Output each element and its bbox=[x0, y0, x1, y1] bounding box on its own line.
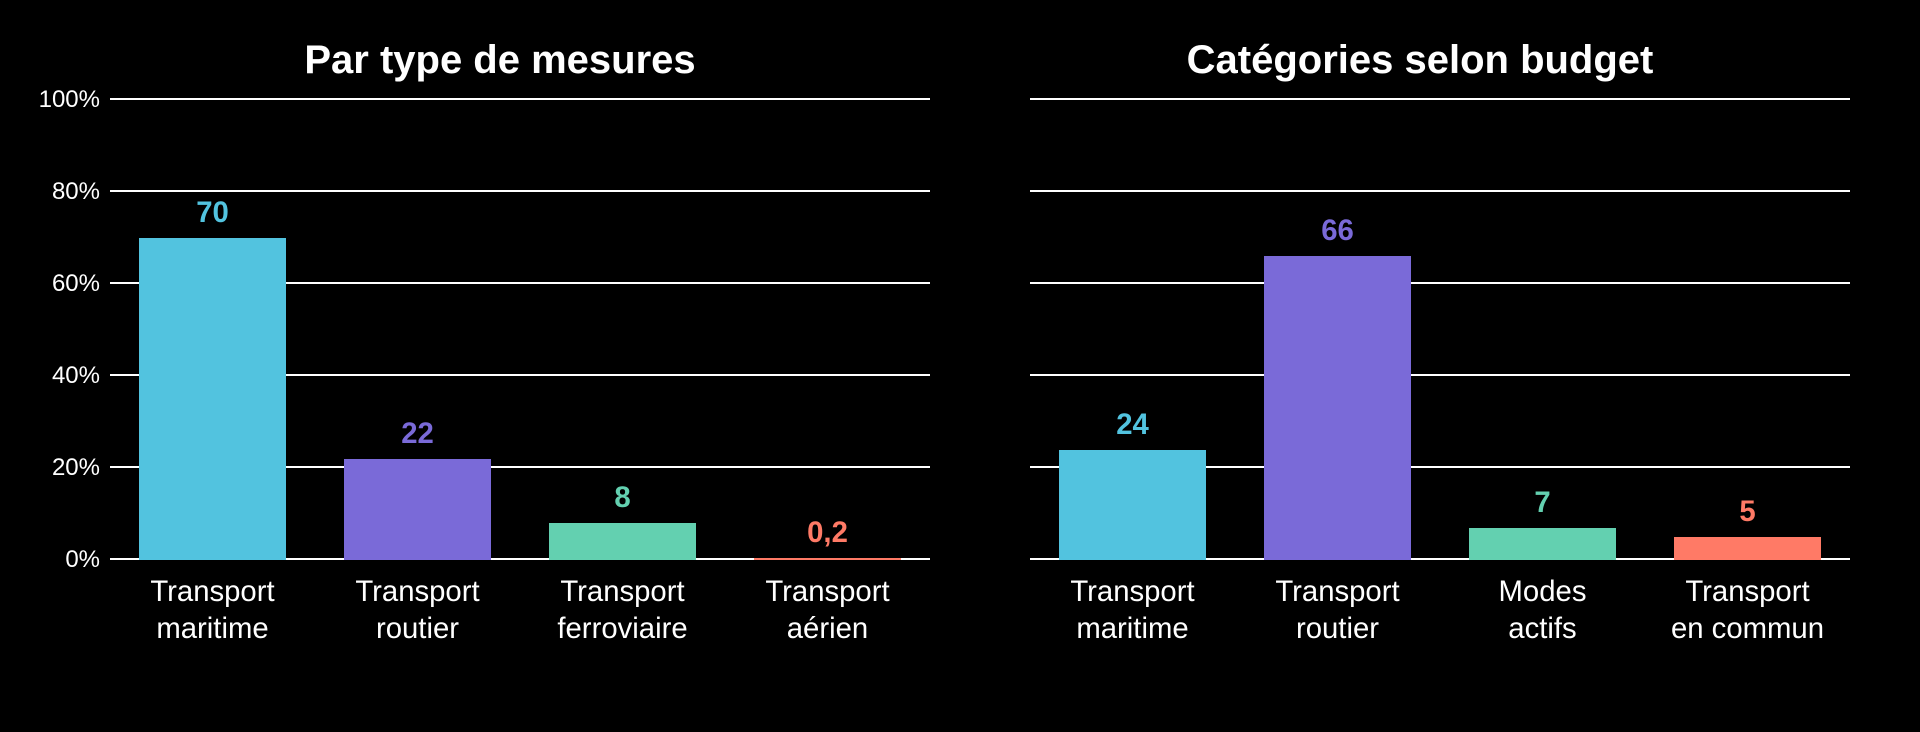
x-label-line: Transport bbox=[116, 574, 309, 611]
bar-value-label: 22 bbox=[401, 417, 434, 451]
bar-value-label: 8 bbox=[614, 481, 630, 515]
bar-slot: 24 bbox=[1030, 100, 1235, 560]
x-label: Transportroutier bbox=[315, 560, 520, 680]
charts-row: Par type de mesures 0% 20% 40% 60% 80% 100% 70 2… bbox=[0, 0, 1920, 732]
plot-area: 24 66 7 5 bbox=[1030, 100, 1850, 560]
x-label-line: Transport bbox=[1036, 574, 1229, 611]
y-tick-label: 20% bbox=[52, 454, 110, 482]
bar-slot: 7 bbox=[1440, 100, 1645, 560]
bar-slot: 66 bbox=[1235, 100, 1440, 560]
bar: 7 bbox=[1469, 528, 1617, 560]
x-label-line: maritime bbox=[116, 611, 309, 648]
y-tick-label: 60% bbox=[52, 270, 110, 298]
y-tick-label: 80% bbox=[52, 178, 110, 206]
bars-row: 24 66 7 5 bbox=[1030, 100, 1850, 560]
bar-slot: 8 bbox=[520, 100, 725, 560]
x-label-line: Transport bbox=[321, 574, 514, 611]
bar-value-label: 0,2 bbox=[807, 516, 848, 550]
x-label-line: Transport bbox=[526, 574, 719, 611]
bar: 66 bbox=[1264, 256, 1412, 560]
x-label: Transportroutier bbox=[1235, 560, 1440, 680]
x-label-line: en commun bbox=[1651, 611, 1844, 648]
x-label: Transportferroviaire bbox=[520, 560, 725, 680]
x-label: Transportaérien bbox=[725, 560, 930, 680]
bar: 5 bbox=[1674, 537, 1822, 560]
x-label: Modesactifs bbox=[1440, 560, 1645, 680]
x-label-line: routier bbox=[1241, 611, 1434, 648]
bar-slot: 22 bbox=[315, 100, 520, 560]
x-label-line: Transport bbox=[731, 574, 924, 611]
x-label-line: Transport bbox=[1651, 574, 1844, 611]
x-label: Transportmaritime bbox=[1030, 560, 1235, 680]
x-label-line: actifs bbox=[1446, 611, 1639, 648]
x-labels-row: TransportmaritimeTransportroutierModesac… bbox=[1030, 560, 1850, 680]
chart-title: Par type de mesures bbox=[40, 38, 960, 83]
bar-slot: 0,2 bbox=[725, 100, 930, 560]
bar-value-label: 66 bbox=[1321, 214, 1354, 248]
x-label-line: ferroviaire bbox=[526, 611, 719, 648]
bar: 8 bbox=[549, 523, 697, 560]
bar-value-label: 24 bbox=[1116, 408, 1149, 442]
chart-panel-right: Catégories selon budget246675Transportma… bbox=[960, 0, 1880, 732]
bar: 24 bbox=[1059, 450, 1207, 560]
x-label-line: maritime bbox=[1036, 611, 1229, 648]
bar-slot: 5 bbox=[1645, 100, 1850, 560]
x-label-line: Transport bbox=[1241, 574, 1434, 611]
bar-slot: 70 bbox=[110, 100, 315, 560]
x-label-line: routier bbox=[321, 611, 514, 648]
bar: 22 bbox=[344, 459, 492, 560]
page: Par type de mesures 0% 20% 40% 60% 80% 100% 70 2… bbox=[0, 0, 1920, 732]
x-label: Transporten commun bbox=[1645, 560, 1850, 680]
y-tick-label: 100% bbox=[39, 86, 110, 114]
bar: 70 bbox=[139, 238, 287, 560]
chart-panel-left: Par type de mesures 0% 20% 40% 60% 80% 100% 70 2… bbox=[40, 0, 960, 732]
bars-row: 70 22 8 0,2 bbox=[110, 100, 930, 560]
bar-value-label: 5 bbox=[1739, 495, 1755, 529]
y-tick-label: 40% bbox=[52, 362, 110, 390]
x-labels-row: TransportmaritimeTransportroutierTranspo… bbox=[110, 560, 930, 680]
bar-value-label: 70 bbox=[196, 196, 229, 230]
y-tick-label: 0% bbox=[65, 546, 110, 574]
plot-area: 0%20%40%60%80%100%702280,2 bbox=[110, 100, 930, 560]
x-label: Transportmaritime bbox=[110, 560, 315, 680]
bar-value-label: 7 bbox=[1534, 486, 1550, 520]
x-label-line: Modes bbox=[1446, 574, 1639, 611]
chart-title: Catégories selon budget bbox=[960, 38, 1880, 83]
x-label-line: aérien bbox=[731, 611, 924, 648]
